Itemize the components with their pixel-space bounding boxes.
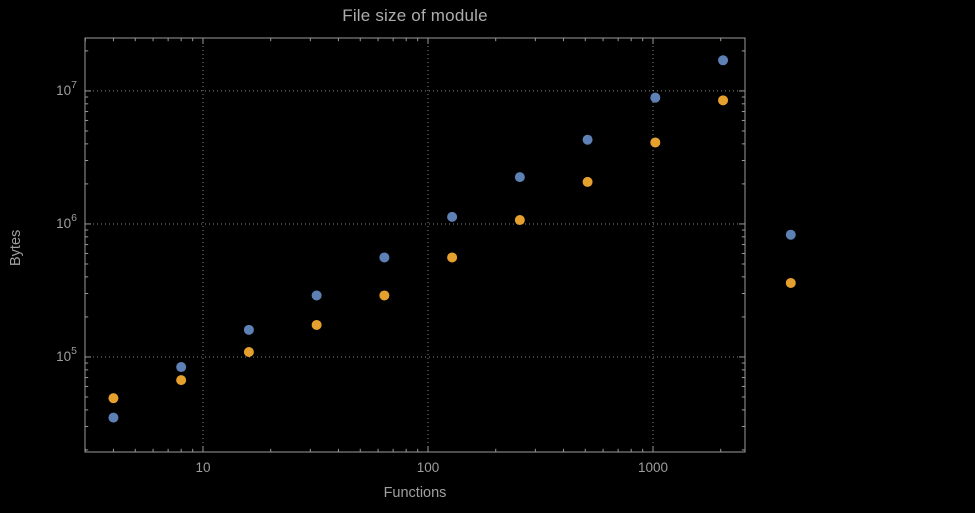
data-point-series-1-blue: [650, 92, 661, 103]
data-point-series-2-orange: [243, 346, 254, 357]
data-point-series-1-blue: [379, 252, 390, 263]
data-point-series-2-orange: [311, 319, 322, 330]
data-point-series-1-blue: [718, 55, 729, 66]
y-tick-label: 107: [56, 79, 77, 98]
data-point-series-2-orange: [447, 252, 458, 263]
data-point-series-2-orange: [718, 95, 729, 106]
x-tick-label: 100: [417, 460, 440, 475]
data-point-series-1-blue: [785, 229, 796, 240]
y-tick-label: 105: [56, 345, 77, 364]
data-point-series-2-orange: [650, 137, 661, 148]
data-point-series-2-orange: [514, 215, 525, 226]
y-axis-label: Bytes: [8, 229, 24, 266]
data-point-series-1-blue: [582, 134, 593, 145]
data-point-series-1-blue: [311, 290, 322, 301]
data-point-series-1-blue: [243, 324, 254, 335]
chart-title: File size of module: [342, 6, 488, 25]
data-point-series-1-blue: [176, 362, 187, 373]
data-point-series-2-orange: [176, 375, 187, 386]
data-point-series-1-blue: [514, 172, 525, 183]
x-axis-label: Functions: [383, 485, 447, 501]
data-point-series-2-orange: [785, 277, 796, 288]
x-tick-label: 1000: [638, 460, 668, 475]
data-point-series-1-blue: [108, 412, 119, 423]
data-point-series-2-orange: [379, 290, 390, 301]
x-tick-label: 10: [195, 460, 210, 475]
plot-frame: [84, 37, 746, 453]
y-tick-label: 106: [56, 212, 77, 231]
data-point-series-2-orange: [582, 176, 593, 187]
data-point-series-2-orange: [108, 393, 119, 404]
data-point-series-1-blue: [447, 211, 458, 222]
